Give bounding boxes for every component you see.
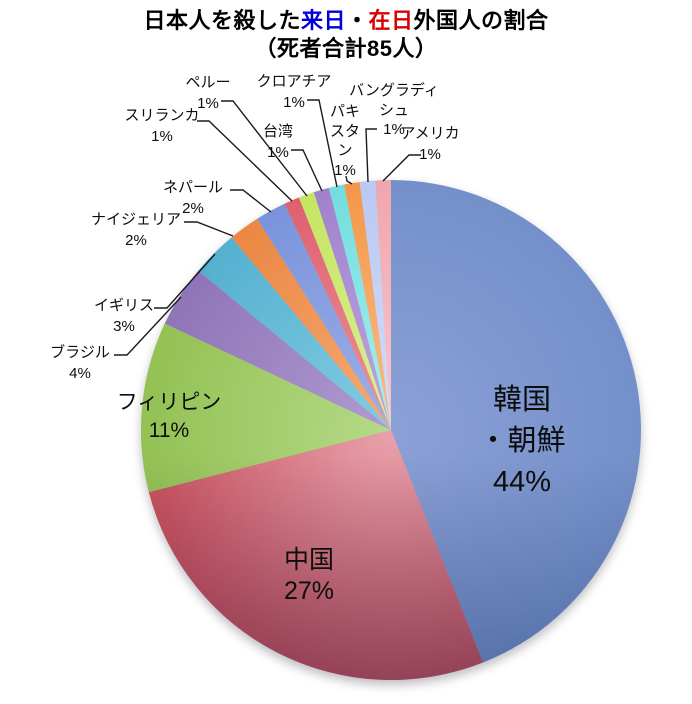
chart-title-line1: 日本人を殺した来日・在日外国人の割合 bbox=[0, 7, 692, 35]
title-part: 来日 bbox=[300, 8, 346, 33]
title-part: 日本人を殺した bbox=[143, 8, 301, 33]
title-part: ・ bbox=[345, 8, 369, 33]
leader-line bbox=[230, 189, 272, 213]
leader-line bbox=[365, 128, 377, 183]
leader-line bbox=[114, 296, 182, 356]
title-part: 在日 bbox=[368, 8, 414, 33]
leader-line bbox=[345, 175, 353, 185]
leader-line bbox=[197, 120, 293, 202]
leader-line bbox=[291, 149, 323, 192]
pie-shading-overlay bbox=[141, 180, 641, 680]
leader-line bbox=[184, 221, 234, 237]
chart-title-line2: （死者合計85人） bbox=[254, 35, 438, 61]
leader-line bbox=[221, 100, 308, 197]
leader-line bbox=[154, 253, 216, 309]
leader-line bbox=[307, 99, 338, 188]
title-part: 外国人の割合 bbox=[413, 8, 549, 33]
chart-title: 日本人を殺した来日・在日外国人の割合 （死者合計85人） bbox=[0, 7, 692, 63]
leader-line bbox=[382, 154, 421, 182]
